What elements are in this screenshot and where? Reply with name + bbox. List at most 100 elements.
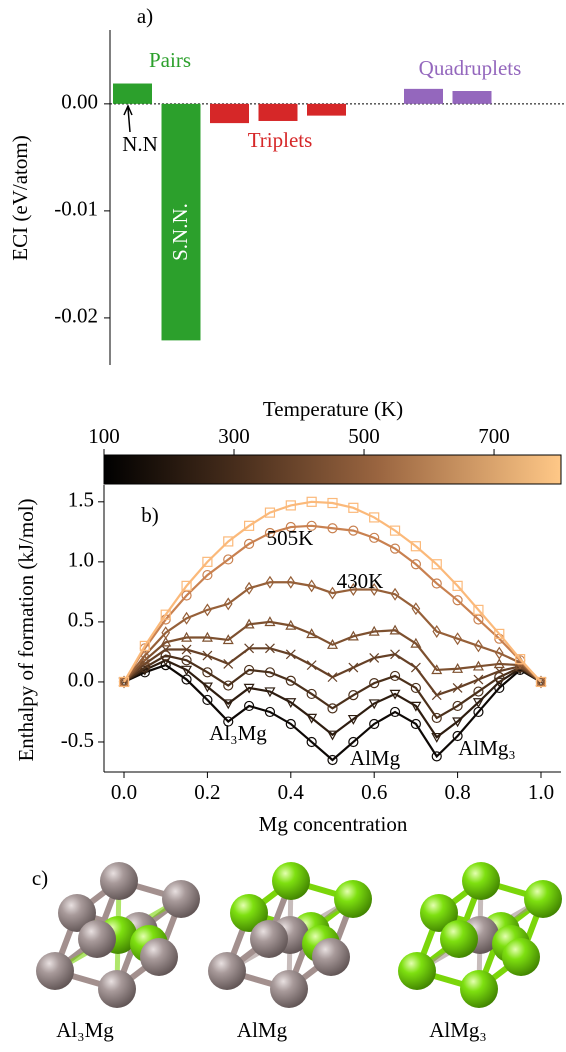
- bar: [404, 88, 443, 104]
- marker: [327, 754, 338, 766]
- colorbar-tick-label: 300: [218, 424, 250, 448]
- panel-label: a): [137, 4, 153, 28]
- marker: [182, 611, 191, 625]
- marker: [223, 597, 233, 611]
- marker: [265, 643, 275, 654]
- atom: [334, 880, 372, 918]
- colorbar-tick-label: 500: [348, 424, 380, 448]
- marker: [410, 701, 422, 712]
- marker: [410, 637, 422, 648]
- bar: [161, 103, 201, 341]
- atom: [462, 862, 500, 900]
- marker: [473, 614, 484, 625]
- panel-label: b): [141, 503, 159, 527]
- marker: [474, 639, 483, 653]
- atom: [208, 952, 246, 990]
- annotation: S.N.N.: [168, 203, 192, 261]
- marker: [139, 640, 150, 652]
- marker: [201, 631, 213, 642]
- marker: [431, 712, 442, 724]
- marker: [432, 625, 442, 638]
- marker: [535, 676, 547, 688]
- marker: [348, 502, 359, 513]
- marker: [222, 699, 234, 710]
- annotation: AlMg₃: [458, 736, 516, 760]
- atom: [98, 970, 136, 1008]
- marker: [369, 512, 380, 523]
- marker: [327, 703, 338, 714]
- line: [123, 524, 542, 683]
- x-tick-label: 0.8: [444, 780, 470, 804]
- marker: [201, 682, 213, 693]
- marker: [368, 699, 380, 710]
- atom: [230, 894, 268, 932]
- line: [123, 620, 542, 683]
- marker: [390, 649, 400, 660]
- atom: [250, 920, 288, 958]
- marker: [181, 590, 192, 601]
- marker: [348, 736, 359, 748]
- marker: [431, 732, 443, 743]
- marker: [411, 602, 421, 616]
- marker: [285, 500, 296, 511]
- y-tick-label: -0.02: [54, 304, 98, 328]
- y-tick-label: 0.0: [68, 668, 94, 692]
- marker: [473, 686, 484, 697]
- marker: [390, 587, 400, 601]
- marker: [410, 541, 421, 552]
- marker: [306, 713, 318, 724]
- atom: [36, 952, 74, 990]
- marker: [244, 538, 255, 549]
- marker: [264, 527, 276, 539]
- marker: [494, 646, 504, 660]
- line: [123, 663, 542, 762]
- atom: [272, 862, 310, 900]
- marker: [160, 609, 171, 620]
- marker: [327, 497, 338, 509]
- atom: [100, 862, 138, 900]
- y-axis-label: ECI (eV/atom): [8, 135, 32, 260]
- marker: [202, 694, 213, 706]
- y-axis-label: Enthalpy of formation (kJ/mol): [14, 498, 38, 761]
- bar: [258, 103, 298, 121]
- y-tick-label: -0.5: [61, 728, 94, 752]
- marker: [264, 667, 276, 678]
- bar: [210, 103, 249, 124]
- marker: [389, 624, 401, 635]
- marker: [369, 718, 380, 730]
- x-axis-label: Mg concentration: [259, 812, 408, 836]
- marker: [389, 670, 401, 682]
- marker: [244, 520, 255, 531]
- marker: [327, 672, 338, 683]
- series-label: Pairs: [149, 48, 191, 72]
- marker: [348, 690, 359, 701]
- marker: [494, 672, 505, 683]
- marker: [244, 581, 254, 595]
- marker: [118, 676, 130, 688]
- x-tick-label: 0.2: [194, 780, 220, 804]
- y-tick-label: 0.00: [61, 90, 98, 114]
- marker: [244, 643, 255, 654]
- marker: [369, 652, 380, 663]
- colorbar-label: Temperature (K): [263, 397, 403, 421]
- annotation: AlMg: [350, 746, 401, 770]
- line: [123, 500, 542, 683]
- marker: [472, 660, 484, 671]
- marker: [202, 556, 213, 567]
- marker: [389, 543, 401, 554]
- colorbar-tick-label: 700: [478, 424, 510, 448]
- atom: [398, 952, 436, 990]
- marker: [223, 680, 234, 691]
- bar: [452, 91, 492, 104]
- annotation: N.N: [122, 132, 158, 156]
- atom: [162, 880, 200, 918]
- marker: [431, 690, 442, 701]
- colorbar: [103, 454, 562, 485]
- atom: [440, 920, 478, 958]
- marker: [369, 582, 379, 596]
- marker: [306, 496, 317, 507]
- marker: [306, 688, 317, 700]
- y-tick-label: 0.5: [68, 608, 94, 632]
- marker: [452, 700, 463, 712]
